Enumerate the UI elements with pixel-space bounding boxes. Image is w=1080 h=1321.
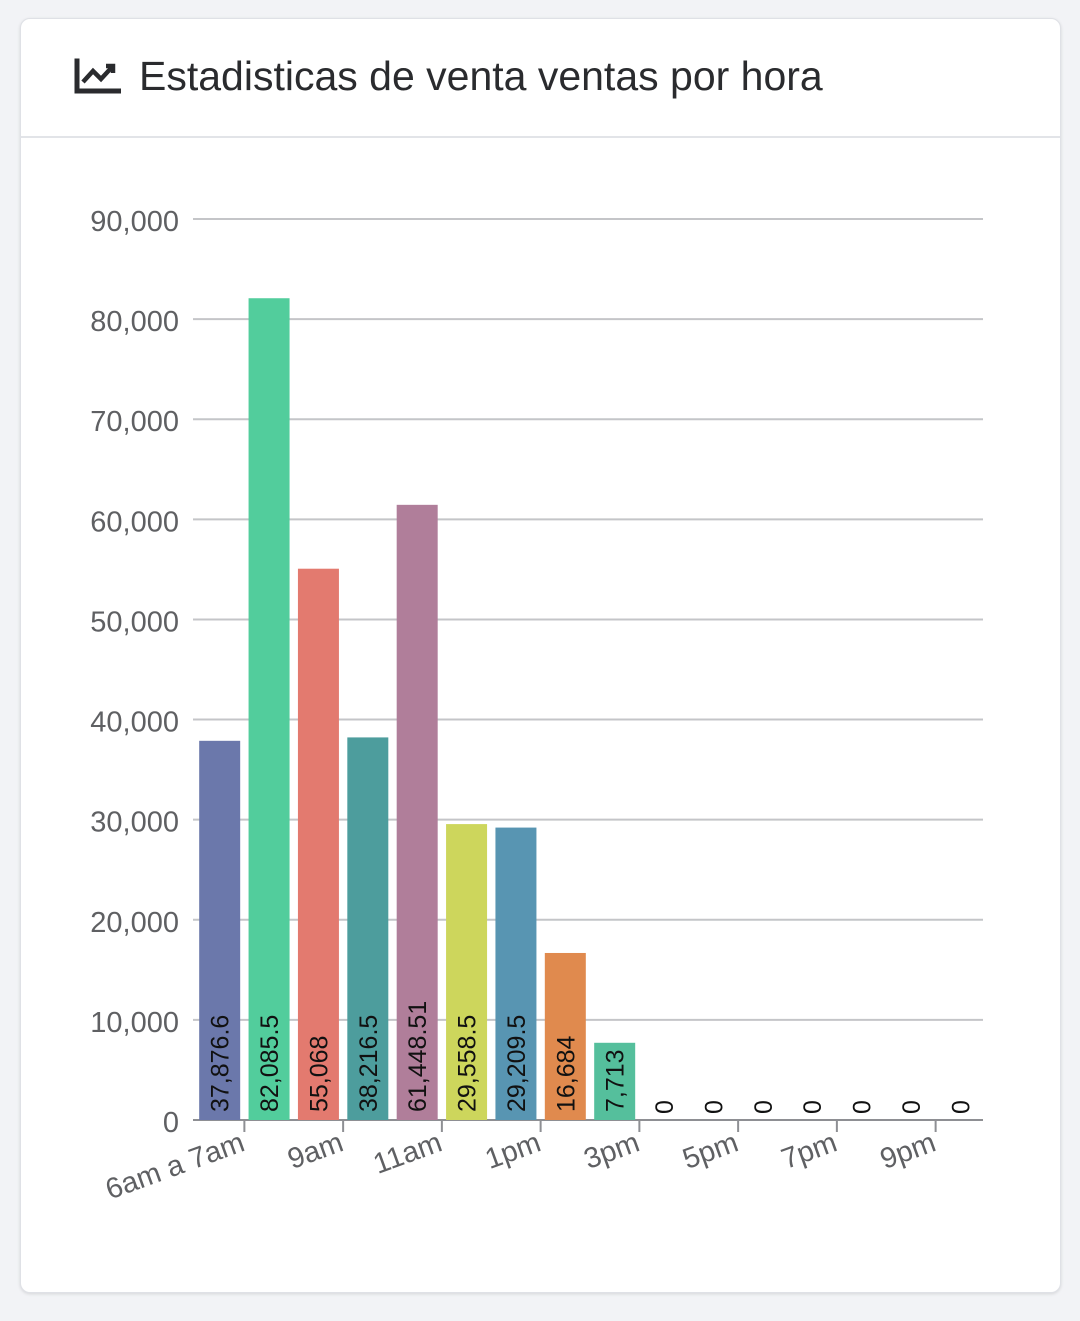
bar-chart: 0 10,000 20,000 30,000 40,000 50,000 60,000 70,… [90, 206, 983, 1206]
x-tick-label: 11am [369, 1127, 446, 1181]
bar-value-label: 29,209.5 [503, 1015, 531, 1112]
bar-value-label: 0 [700, 1100, 728, 1114]
bar-value-label: 16,684 [552, 1035, 580, 1112]
y-tick-label: 80,000 [90, 306, 179, 338]
bar-value-label: 0 [750, 1100, 778, 1114]
bar-value-label: 61,448.51 [404, 1001, 432, 1112]
bar [199, 740, 241, 1120]
y-grid: 0 10,000 20,000 30,000 40,000 50,000 60,000 70,… [90, 206, 983, 1139]
x-axis: 6am a 7am 9am 11am 1pm 3pm 5pm 7pm 9pm [101, 1120, 940, 1206]
x-tick-label: 5pm [679, 1127, 743, 1176]
bar-value-label: 37,876.6 [207, 1015, 235, 1112]
bar-value-label: 0 [947, 1100, 975, 1114]
bar-value-label: 0 [898, 1100, 926, 1114]
bar [544, 952, 586, 1120]
y-tick-label: 40,000 [90, 707, 179, 739]
sales-by-hour-card: Estadisticas de venta ventas por hora 0 1… [20, 18, 1061, 1293]
chart-line-icon [74, 58, 121, 94]
y-tick-label: 70,000 [90, 406, 179, 438]
x-tick-label: 3pm [580, 1127, 644, 1176]
bar [446, 824, 488, 1120]
x-tick-label: 1pm [481, 1127, 545, 1176]
bar-value-label: 38,216.5 [355, 1015, 383, 1112]
y-tick-label: 10,000 [90, 1007, 179, 1039]
card-header: Estadisticas de venta ventas por hora [21, 19, 1060, 138]
y-tick-label: 60,000 [90, 506, 179, 538]
x-tick-label: 9pm [876, 1127, 940, 1176]
bar [495, 827, 537, 1120]
y-tick-label: 30,000 [90, 807, 179, 839]
bar-value-label: 82,085.5 [256, 1015, 284, 1112]
bar [594, 1042, 636, 1120]
bar-value-label: 7,713 [602, 1049, 630, 1112]
bar-value-label: 0 [849, 1100, 877, 1114]
bar [347, 737, 389, 1120]
bar-value-label: 55,068 [305, 1036, 333, 1112]
y-tick-label: 50,000 [90, 606, 179, 638]
bar-value-label: 0 [799, 1100, 827, 1114]
y-tick-label: 0 [163, 1107, 179, 1139]
bar-value-label: 0 [651, 1100, 679, 1114]
bar [396, 504, 438, 1120]
bars: 37,876.6 82,085.5 55,068 38,216.5 61,448.51 2… [199, 298, 975, 1121]
bar [297, 568, 339, 1120]
y-tick-label: 20,000 [90, 907, 179, 939]
y-tick-label: 90,000 [90, 206, 179, 238]
card-title: Estadisticas de venta ventas por hora [139, 53, 823, 99]
bar-value-label: 29,558.5 [454, 1015, 482, 1112]
x-tick-label: 9am [284, 1127, 348, 1176]
x-tick-label: 7pm [777, 1127, 841, 1176]
bar [248, 298, 290, 1121]
